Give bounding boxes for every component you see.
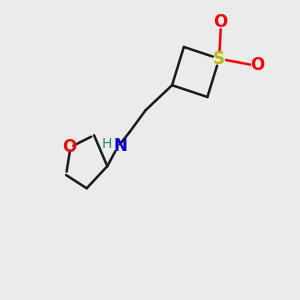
Text: H: H [101,137,112,151]
Text: O: O [62,138,76,156]
Text: O: O [250,56,265,74]
Text: N: N [114,137,128,155]
Text: S: S [213,50,225,68]
Text: O: O [214,13,228,31]
